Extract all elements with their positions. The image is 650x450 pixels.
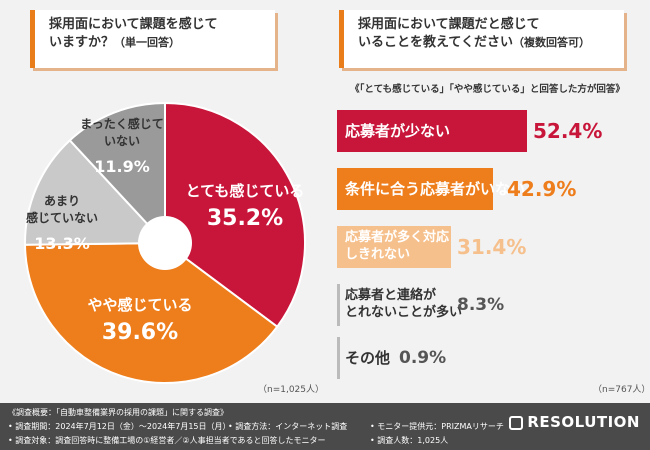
pie-slice [24,138,168,246]
bar-value: 0.9% [399,348,447,368]
pie-slice [68,101,166,246]
footer-provider: • モニター提供元：PRIZMAリサーチ [370,422,504,431]
pie-n-label: （n=1,025人） [258,385,325,395]
bar-label: 応募者と連絡がとれないことが多い [345,287,462,321]
footer-survey-title: 《調査概要：「自動車整備業界の採用の課題」に関する調査》 [8,408,228,417]
bar-label-line: しきれない [345,247,411,262]
pie-slice-label: あまり [44,194,80,208]
pie-slice-label: とても感じている [186,182,305,200]
bar-question-line1: 採用面において課題だと感じて [358,17,540,32]
pie-chart-section: 採用面において課題を感じて いますか？（単一回答） とても感じている 35.2% や… [0,0,325,403]
pie-slice-label: まったく感じて [80,116,164,131]
bar-subtitle: 《「とても感じている」「やや感じている」と回答した方が回答》 [350,84,625,95]
pie-slice-value: 11.9% [94,157,150,176]
pie-slice [164,101,306,329]
bar-label-line: 応募者が少ない [345,122,451,140]
bar-label-line: とれないことが多い [345,305,463,320]
bar-axis-line [337,337,340,379]
pie-question-line2: いますか？ [49,35,115,50]
footer-count: • 調査人数：1,025人 [370,436,449,445]
pie-question-line1: 採用面において課題を感じて [49,17,218,32]
pie-question-box: 採用面において課題を感じて いますか？（単一回答） [30,10,275,68]
pie-slice-value: 35.2% [207,206,283,231]
bar-label: 応募者が少ない [345,122,450,140]
bar-value: 31.4% [457,235,527,259]
bar-label-line: 応募者が多く対応 [345,230,450,245]
pie-slice-label: 感じていない [26,210,98,225]
resolution-logo: RESOLUTION [509,413,640,431]
pie-slice-label: いない [104,134,140,148]
bar-label: 応募者が多く対応 しきれない [345,229,449,263]
pie-slice-value: 13.3% [34,234,90,253]
pie-slice-value: 39.6% [102,320,178,345]
bar-row: 条件に合う応募者がいない 42.9% [337,168,647,210]
bar-chart-section: 採用面において課題だと感じて いることを教えてください（複数回答可） 《「とても… [325,0,650,403]
bar-axis-line [337,284,340,326]
bar-value: 42.9% [507,177,577,201]
bar-row: 応募者が少ない 52.4% [337,110,647,152]
bar-n-label: （n=767人） [593,385,650,395]
bar-question-line2: いることを教えてください [358,35,513,50]
footer-target: • 調査対象：調査回答時に整備工場の①経営者／②人事担当者であると回答したモニタ… [8,436,326,445]
bar-question-note: （複数回答可） [512,36,590,49]
bar-question-box: 採用面において課題だと感じて いることを教えてください（複数回答可） [339,10,624,68]
pie-center-hole [138,216,192,270]
bar-row: その他 0.9% [337,337,647,379]
resolution-logo-icon [509,416,524,430]
resolution-logo-text: RESOLUTION [527,413,640,431]
bar [337,168,493,210]
bar-label-line: その他 [345,349,391,367]
bar-value: 8.3% [457,295,505,315]
bar-value: 52.4% [533,119,603,143]
bar-label: その他 [345,349,390,367]
pie-slice-label: やや感じている [87,296,192,314]
bar [337,337,340,379]
survey-footer: 《調査概要：「自動車整備業界の採用の課題」に関する調査》 • 調査期間：2024… [0,403,650,450]
bar-label-line: 条件に合う応募者がいない [345,180,526,198]
pie-question-note: （単一回答） [114,36,181,49]
bar-label-line: 応募者と連絡が [345,288,437,303]
bar-row: 応募者が多く対応 しきれない 31.4% [337,226,647,268]
bar [337,226,451,268]
bar [337,110,527,152]
footer-period: • 調査期間：2024年7月12日（金）～2024年7月15日（月） [8,422,231,431]
footer-method: • 調査方法：インターネット調査 [228,422,348,431]
pie-slice [23,241,279,384]
bar-row: 応募者と連絡がとれないことが多い 8.3% [337,284,647,326]
bar-label: 条件に合う応募者がいない [345,180,525,198]
